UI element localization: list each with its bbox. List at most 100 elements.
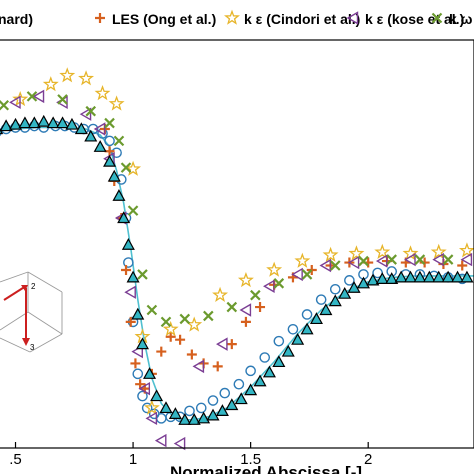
point-kose_kw-8 [137,269,148,280]
point-kose_kw-3 [85,105,97,117]
point-triangles-1 [0,119,13,132]
x-tick-label-0: .5 [9,451,22,468]
point-cindori-4 [94,85,111,101]
inset-edge-4 [0,337,31,353]
point-triangles-48 [404,270,418,283]
point-kose_kw-15 [273,278,285,289]
point-triangles-21 [150,389,164,402]
point-triangles-44 [366,273,380,286]
x-tick-label-1: 1 [129,451,137,468]
x-tick-label-3: 2 [364,451,372,468]
point-kose_ke-24 [460,252,473,267]
point-kose_ke-1 [9,95,21,110]
point-les-28 [419,257,430,268]
legend-label-exp: nard) [0,11,33,27]
point-kose_ke-18 [291,267,303,282]
point-triangles-53 [451,270,465,283]
point-triangles-23 [168,407,182,419]
point-triangles-33 [262,365,276,378]
point-kose_ke-17 [263,279,275,293]
point-exp-13 [111,147,122,159]
point-kose_ke-13 [173,436,186,451]
plot-frame [0,39,474,449]
inset-arrowhead-down [22,338,30,346]
point-exp-33 [287,324,299,335]
point-triangles-3 [18,116,32,129]
point-kose_kw-16 [301,269,313,280]
point-triangles-17 [126,270,140,283]
point-cindori-6 [125,160,142,176]
point-kose_kw-18 [358,255,369,267]
point-kose_kw-17 [330,260,341,271]
point-exp-25 [184,405,195,417]
point-triangles-6 [46,116,60,129]
point-cindori-17 [374,243,391,259]
point-les-7 [130,358,141,369]
legend-marker-kose_kw [431,12,443,24]
inset-arrow-top [3,285,27,301]
point-triangles-22 [159,401,173,414]
point-kose_kw-13 [226,301,238,313]
point-kose_ke-4 [79,107,92,121]
point-triangles-36 [291,332,305,345]
point-cindori-10 [186,316,203,332]
point-triangles-4 [27,116,41,129]
point-cindori-9 [162,320,179,337]
point-kose_ke-16 [239,303,252,317]
point-triangles-50 [422,270,436,283]
point-kose_ke-23 [432,252,444,267]
inset-label-top: 2 [31,282,36,291]
point-triangles-20 [143,367,157,379]
point-triangles-42 [347,281,361,293]
point-les-5 [121,264,132,275]
point-exp-29 [233,378,245,390]
point-cindori-15 [322,246,339,262]
point-cindori-2 [59,67,76,83]
point-triangles-0 [0,128,4,135]
point-les-8 [135,379,146,390]
inset-arrowhead-top [21,285,28,291]
point-exp-22 [155,413,167,424]
point-cindori-1 [42,76,59,92]
point-les-13 [175,334,186,345]
point-les-14 [186,349,197,360]
point-triangles-46 [385,272,399,284]
point-triangles-16 [121,237,135,250]
inset-edge-1 [27,271,63,293]
point-kose_ke-19 [319,258,332,273]
x-axis-label: Normalized Abscissa [-] [170,463,362,474]
point-cindori-3 [78,70,95,86]
point-kose_kw-6 [120,162,132,173]
point-kose_ke-20 [347,255,360,270]
point-cindori-20 [458,242,474,258]
point-triangles-40 [328,294,342,307]
point-kose_kw-4 [104,117,115,129]
inset-diagram: 23 [0,271,63,353]
legend: nard) LES (Ong et al.) k ε (Cindori et al.… [0,9,474,27]
point-exp-12 [104,135,115,147]
point-kose_kw-11 [179,313,191,325]
point-exp-18 [132,368,144,380]
point-triangles-47 [394,270,408,283]
point-kose_kw-0 [0,100,10,111]
inset-label-bottom: 3 [30,343,35,352]
point-kose_kw-14 [250,289,261,301]
point-kose_ke-11 [145,411,158,426]
x-tick-label-2: 1.5 [240,451,261,468]
point-triangles-8 [65,117,79,130]
point-kose_ke-8 [124,285,136,299]
point-exp-35 [315,294,327,305]
point-kose_kw-19 [386,254,397,265]
point-cindori-11 [212,286,229,302]
point-triangles-31 [244,383,258,396]
point-les-11 [156,346,167,357]
point-triangles-12 [103,154,117,167]
point-triangles-10 [84,129,98,142]
inset-edge-7 [0,311,29,331]
x-axis: .5 1 1.5 2 [9,442,372,468]
point-exp-36 [329,283,341,295]
point-triangles-2 [8,117,23,130]
point-les-12 [165,331,176,342]
point-triangles-54 [460,270,474,283]
